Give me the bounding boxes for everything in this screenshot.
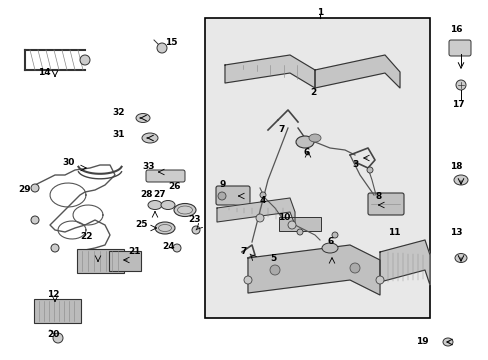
Text: 15: 15 xyxy=(164,38,177,47)
FancyBboxPatch shape xyxy=(77,249,124,273)
Circle shape xyxy=(455,80,465,90)
FancyBboxPatch shape xyxy=(279,217,320,231)
Text: 23: 23 xyxy=(187,215,200,224)
Text: 11: 11 xyxy=(387,228,400,237)
Text: 16: 16 xyxy=(449,25,462,34)
Text: 3: 3 xyxy=(351,160,358,169)
Polygon shape xyxy=(379,240,429,285)
Ellipse shape xyxy=(308,134,320,142)
Circle shape xyxy=(287,221,295,229)
Text: 9: 9 xyxy=(219,180,225,189)
FancyBboxPatch shape xyxy=(109,251,141,271)
Text: 26: 26 xyxy=(168,182,180,191)
Polygon shape xyxy=(224,55,314,88)
Text: 27: 27 xyxy=(153,190,165,199)
Ellipse shape xyxy=(136,113,150,122)
FancyBboxPatch shape xyxy=(448,40,470,56)
Text: 7: 7 xyxy=(278,125,284,134)
Ellipse shape xyxy=(174,203,196,216)
Text: 8: 8 xyxy=(374,192,381,201)
Text: 32: 32 xyxy=(112,108,124,117)
Text: 31: 31 xyxy=(112,130,124,139)
Ellipse shape xyxy=(454,253,466,262)
Circle shape xyxy=(31,216,39,224)
Text: 7: 7 xyxy=(240,247,246,256)
Text: 28: 28 xyxy=(140,190,152,199)
Text: 2: 2 xyxy=(309,88,316,97)
Polygon shape xyxy=(314,55,399,88)
Text: 24: 24 xyxy=(162,242,174,251)
Text: 10: 10 xyxy=(278,213,290,222)
Circle shape xyxy=(173,244,181,252)
Bar xyxy=(204,18,429,318)
Circle shape xyxy=(51,244,59,252)
Ellipse shape xyxy=(155,222,175,234)
Circle shape xyxy=(349,263,359,273)
Text: 13: 13 xyxy=(449,228,462,237)
Text: 6: 6 xyxy=(327,237,334,246)
Text: 5: 5 xyxy=(269,254,276,263)
FancyBboxPatch shape xyxy=(216,186,249,205)
Text: 29: 29 xyxy=(18,185,31,194)
FancyBboxPatch shape xyxy=(367,193,403,215)
Ellipse shape xyxy=(295,136,313,148)
Text: 6: 6 xyxy=(303,148,308,157)
Text: 22: 22 xyxy=(80,232,92,241)
Circle shape xyxy=(244,276,251,284)
Circle shape xyxy=(375,276,383,284)
Text: 14: 14 xyxy=(38,68,51,77)
Text: 21: 21 xyxy=(128,247,140,256)
Text: 33: 33 xyxy=(142,162,154,171)
Circle shape xyxy=(31,184,39,192)
Circle shape xyxy=(80,55,90,65)
Circle shape xyxy=(331,232,337,238)
FancyBboxPatch shape xyxy=(34,299,81,323)
Ellipse shape xyxy=(453,175,467,185)
Circle shape xyxy=(366,167,372,173)
Circle shape xyxy=(218,192,225,200)
Circle shape xyxy=(157,43,167,53)
Polygon shape xyxy=(247,245,379,295)
Ellipse shape xyxy=(148,201,162,210)
Circle shape xyxy=(260,192,265,198)
Text: 1: 1 xyxy=(316,8,323,17)
Text: 18: 18 xyxy=(449,162,462,171)
Text: 25: 25 xyxy=(135,220,147,229)
Circle shape xyxy=(192,226,200,234)
Ellipse shape xyxy=(161,201,175,210)
Ellipse shape xyxy=(321,243,337,253)
Polygon shape xyxy=(217,198,294,225)
Circle shape xyxy=(269,265,280,275)
Circle shape xyxy=(256,214,264,222)
Ellipse shape xyxy=(442,338,452,346)
Text: 17: 17 xyxy=(451,100,464,109)
FancyBboxPatch shape xyxy=(146,170,184,182)
Text: 20: 20 xyxy=(47,330,59,339)
Text: 19: 19 xyxy=(415,337,428,346)
Ellipse shape xyxy=(142,133,158,143)
Text: 30: 30 xyxy=(62,158,74,167)
Circle shape xyxy=(296,229,303,235)
Text: 4: 4 xyxy=(260,196,266,205)
Text: 12: 12 xyxy=(47,290,60,299)
Circle shape xyxy=(53,333,63,343)
